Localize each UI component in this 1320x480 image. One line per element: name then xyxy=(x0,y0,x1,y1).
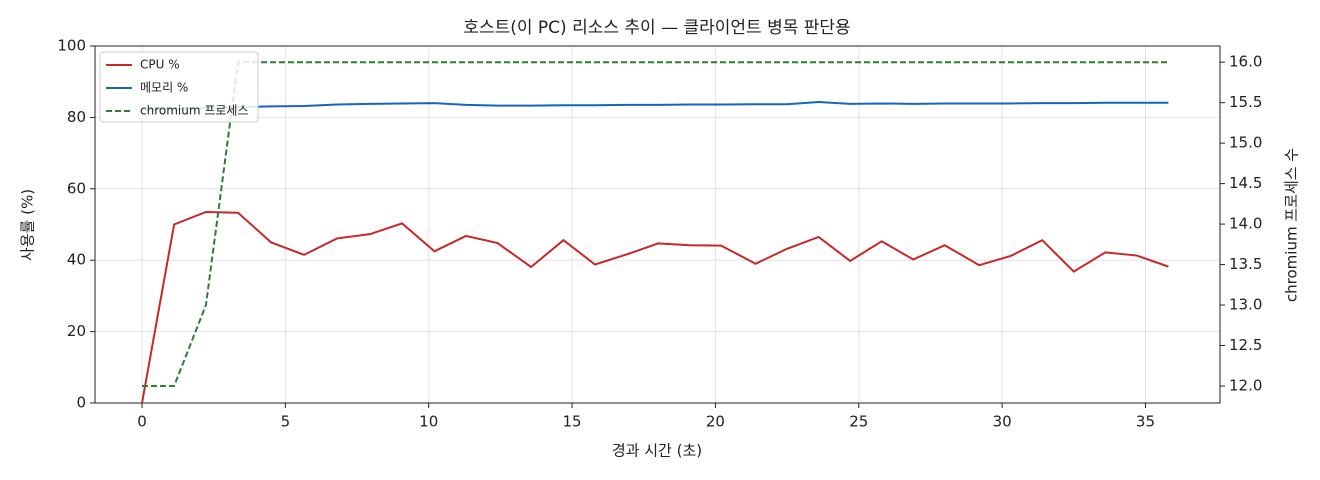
y2-tick-label: 12.5 xyxy=(1229,336,1262,354)
chart-title: 호스트(이 PC) 리소스 추이 — 클라이언트 병목 판단용 xyxy=(463,18,850,38)
legend-label: CPU % xyxy=(140,58,180,72)
y2-tick-label: 15.0 xyxy=(1229,134,1262,152)
y-tick-label: 100 xyxy=(57,37,86,55)
plot-frame xyxy=(94,45,1221,404)
series-line xyxy=(142,61,1169,387)
x-tick-label: 30 xyxy=(993,413,1012,431)
series-line xyxy=(141,101,1169,112)
y2-tick-label: 13.0 xyxy=(1229,296,1262,314)
y-tick-label: 60 xyxy=(67,179,86,197)
legend-box xyxy=(99,51,259,123)
series-line xyxy=(141,211,1169,404)
y-tick-label: 40 xyxy=(67,251,86,269)
x-tick-label: 35 xyxy=(1136,413,1155,431)
y2-tick-label: 15.5 xyxy=(1229,93,1262,111)
x-axis-label: 경과 시간 (초) xyxy=(612,442,702,460)
x-tick-label: 5 xyxy=(281,413,291,431)
legend-label: chromium 프로세스 xyxy=(140,104,249,118)
x-tick-label: 10 xyxy=(419,413,438,431)
y2-tick-label: 14.0 xyxy=(1229,215,1262,233)
y-tick-label: 80 xyxy=(67,108,86,126)
y2-tick-label: 13.5 xyxy=(1229,255,1262,273)
y2-tick-label: 14.5 xyxy=(1229,174,1262,192)
y-tick-label: 0 xyxy=(76,394,86,412)
y2-tick-label: 12.0 xyxy=(1229,377,1262,395)
y-axis-label: 사용률 (%) xyxy=(19,189,37,261)
x-tick-label: 0 xyxy=(137,413,147,431)
y2-axis-label: chromium 프로세스 수 xyxy=(1283,148,1301,302)
y2-tick-label: 16.0 xyxy=(1229,53,1262,71)
x-tick-label: 15 xyxy=(563,413,582,431)
legend-label: 메모리 % xyxy=(140,81,188,95)
x-tick-label: 25 xyxy=(849,413,868,431)
x-tick-label: 20 xyxy=(706,413,725,431)
y-tick-label: 20 xyxy=(67,322,86,340)
